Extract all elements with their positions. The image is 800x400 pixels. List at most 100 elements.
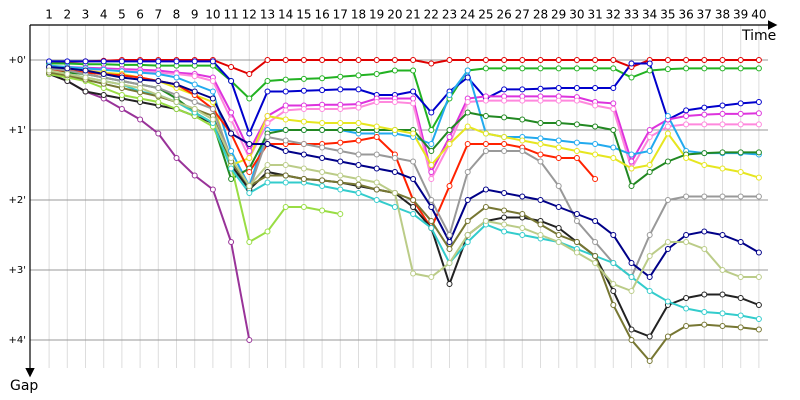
point: [610, 106, 617, 112]
point: [410, 88, 417, 95]
x-tick-label: 33: [624, 8, 639, 22]
x-tick-label: 34: [642, 8, 657, 22]
point: [246, 148, 253, 154]
point: [300, 151, 307, 158]
point: [573, 85, 580, 91]
point: [719, 110, 726, 117]
point: [646, 134, 653, 140]
point: [519, 137, 526, 144]
point: [719, 193, 726, 200]
point: [737, 239, 744, 245]
point: [610, 260, 617, 266]
point: [410, 204, 417, 210]
x-tick-label: 1: [45, 8, 53, 22]
x-tick-label: 10: [205, 8, 220, 22]
point: [391, 155, 398, 161]
point: [228, 116, 235, 123]
point: [519, 232, 526, 238]
point: [737, 149, 744, 156]
x-tick-label: 30: [569, 8, 584, 22]
point: [100, 78, 107, 84]
point: [683, 193, 690, 200]
point: [464, 218, 471, 224]
point: [755, 174, 762, 181]
x-tick-label: 12: [242, 8, 257, 22]
point: [464, 67, 471, 74]
point: [501, 57, 508, 63]
point: [501, 221, 508, 228]
point: [264, 141, 271, 147]
point: [501, 207, 508, 214]
point: [373, 71, 380, 77]
point: [464, 74, 471, 81]
point: [300, 75, 307, 82]
series-line: [48, 67, 759, 279]
point: [155, 92, 162, 98]
point: [446, 183, 453, 189]
point: [428, 148, 435, 154]
point: [701, 228, 708, 235]
point: [464, 197, 471, 203]
point: [228, 155, 235, 161]
point: [209, 106, 216, 112]
x-tick-label: 18: [351, 8, 366, 22]
point: [628, 158, 635, 165]
point: [391, 67, 398, 74]
point: [737, 324, 744, 331]
point: [755, 149, 762, 156]
point: [209, 58, 216, 65]
point: [573, 97, 580, 104]
point: [646, 162, 653, 168]
point: [737, 295, 744, 301]
point: [755, 326, 762, 333]
point: [701, 246, 708, 252]
point: [737, 193, 744, 200]
x-tick-label: 15: [296, 8, 311, 22]
point: [519, 65, 526, 72]
point: [282, 88, 289, 95]
point: [428, 204, 435, 210]
point: [428, 197, 435, 203]
point: [137, 58, 144, 65]
point: [519, 97, 526, 104]
x-tick-label: 19: [369, 8, 384, 22]
point: [755, 316, 762, 322]
x-tick-label: 17: [333, 8, 348, 22]
point: [610, 57, 617, 63]
point: [592, 85, 599, 91]
point: [155, 58, 162, 65]
point: [592, 57, 599, 63]
y-tick-label: +1': [9, 125, 27, 136]
point: [755, 57, 762, 63]
point: [683, 295, 690, 301]
x-tick-label: 13: [260, 8, 275, 22]
point: [482, 130, 489, 137]
point: [191, 88, 198, 95]
point: [592, 239, 599, 245]
point: [555, 97, 562, 104]
point: [664, 239, 671, 245]
point: [610, 144, 617, 151]
x-tick-label: 2: [63, 8, 71, 22]
point: [264, 134, 271, 140]
point: [319, 57, 326, 63]
point: [446, 134, 453, 140]
x-tick-label: 20: [387, 8, 402, 22]
x-tick-label: 23: [442, 8, 457, 22]
point: [555, 137, 562, 144]
series-line: [49, 67, 759, 182]
point: [264, 113, 271, 119]
point: [646, 67, 653, 74]
point: [519, 225, 526, 231]
point: [355, 104, 362, 111]
point: [355, 181, 362, 188]
series-line: [48, 71, 760, 363]
point: [464, 141, 471, 147]
point: [737, 312, 744, 319]
point: [482, 141, 489, 147]
point: [319, 120, 326, 126]
point: [592, 102, 599, 109]
point: [410, 57, 417, 63]
point: [683, 65, 690, 72]
point: [701, 65, 708, 72]
